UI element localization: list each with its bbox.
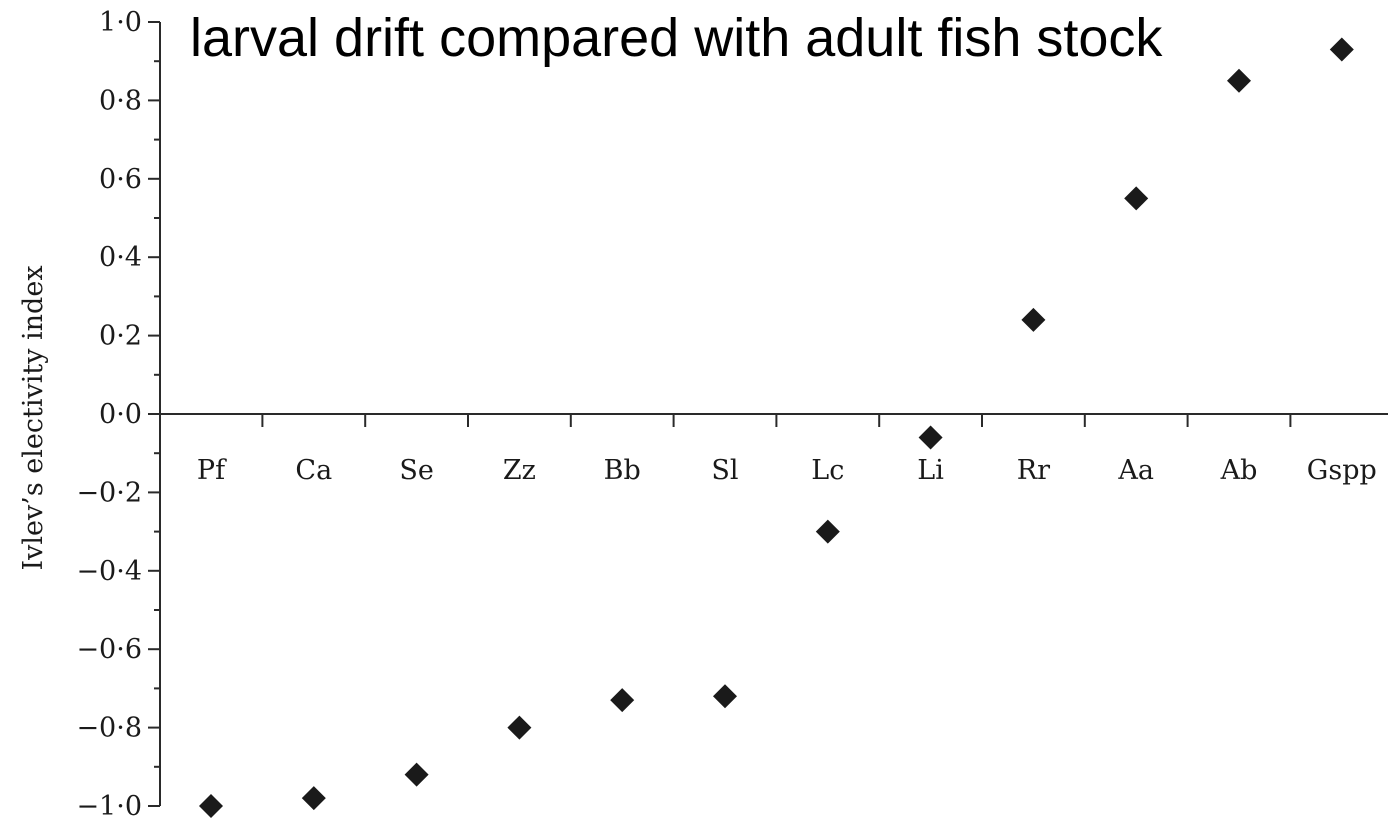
x-category-label: Rr [1017,455,1050,486]
data-points [199,37,1354,818]
y-axis-label: Ivlev’s electivity index [18,265,49,570]
y-tick-label: −0·8 [76,713,142,744]
x-category-label: Bb [604,455,641,486]
data-point-gspp [1329,37,1354,62]
x-category-label: Ab [1220,455,1258,486]
y-tick-label: −0·4 [76,556,142,587]
y-tick-label: 0·0 [99,399,142,430]
y-tick-label: −0·6 [76,634,142,665]
data-point-sl [713,684,737,709]
x-category-label: Pf [197,455,227,486]
y-tick-label: 1·0 [99,7,142,38]
x-category-label: Se [399,455,433,486]
x-axis-ticks: Pf Ca Se Zz Bb Sl Lc Li Rr Aa Ab Gspp [197,414,1377,486]
x-category-label: Lc [811,455,844,486]
data-point-bb [610,688,635,713]
x-category-label: Aa [1117,455,1154,486]
y-tick-label: 0·8 [99,85,142,116]
data-point-pf [199,794,223,818]
y-tick-label: −1·0 [76,791,142,822]
data-point-rr [1021,307,1046,332]
x-category-label: Zz [503,455,536,486]
x-category-label: Gspp [1307,455,1377,486]
y-tick-label: 0·6 [99,164,142,195]
data-point-ca [301,786,326,811]
y-tick-label: 0·4 [99,242,142,273]
data-point-zz [507,715,532,740]
data-point-ab [1227,68,1251,93]
y-tick-label: 0·2 [99,321,142,352]
x-category-label: Li [917,455,944,486]
data-point-li [918,425,943,450]
data-point-aa [1124,186,1149,211]
data-point-se [404,762,429,787]
x-category-label: Sl [711,455,738,486]
x-category-label: Ca [295,455,332,486]
data-point-lc [815,519,840,544]
chart-title: larval drift compared with adult fish st… [190,8,1163,68]
y-tick-label: −0·2 [76,477,142,508]
y-axis-ticks: 1·0 0·8 0·6 0·4 0·2 0·0 −0·2 −0·4 −0·6 −0·8 −1·0 [76,7,160,822]
